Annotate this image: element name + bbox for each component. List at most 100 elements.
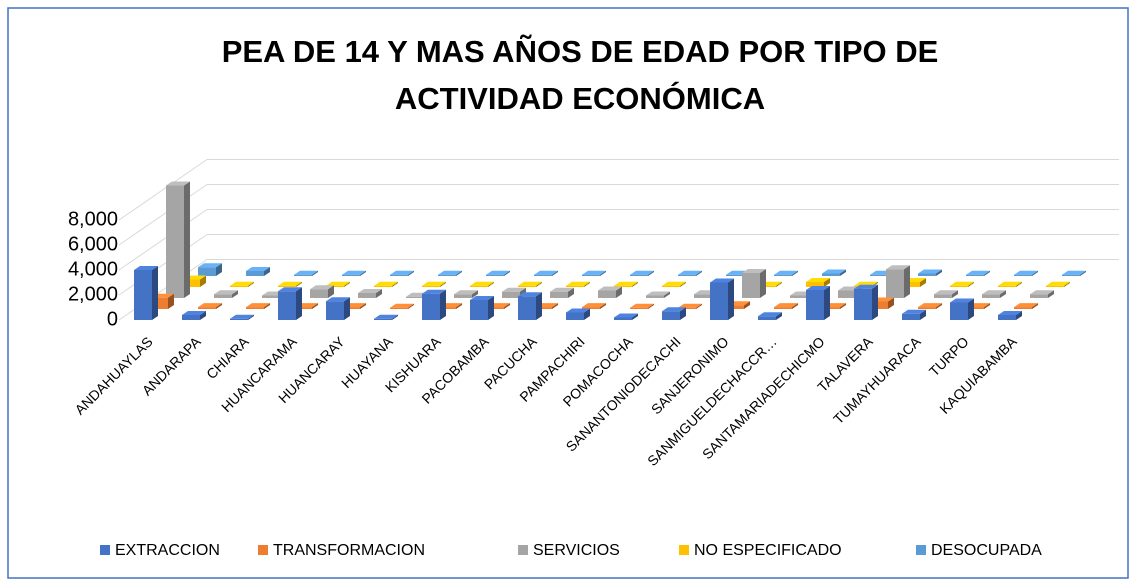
bar-front: [918, 273, 936, 276]
bar-side: [632, 281, 638, 287]
bar: [822, 269, 846, 276]
bar-front: [406, 296, 424, 298]
bar-top: [486, 270, 510, 275]
bar-top: [134, 266, 158, 270]
bar: [310, 285, 334, 298]
bar-side: [792, 303, 798, 309]
bar-top: [390, 270, 414, 275]
bar-front: [934, 294, 952, 298]
bar: [278, 281, 302, 287]
bar: [246, 267, 270, 276]
bar-top: [710, 278, 734, 283]
bar-top: [614, 313, 638, 318]
bar-front: [198, 307, 216, 309]
chart-title: PEA DE 14 Y MAS AÑOS DE EDAD POR TIPO DE…: [221, 34, 939, 116]
bar: [710, 278, 734, 320]
bar-top: [806, 286, 830, 290]
bar-top: [918, 303, 942, 308]
bar-side: [488, 296, 494, 320]
bar-top: [902, 309, 926, 314]
bar: [438, 270, 462, 276]
bar-side: [1000, 290, 1006, 298]
bar-side: [312, 303, 318, 309]
bar: [918, 269, 942, 276]
bar-front: [582, 274, 600, 276]
bar-front: [822, 273, 840, 276]
bar-front: [630, 274, 648, 276]
bar: [758, 312, 782, 320]
bar-front: [294, 274, 312, 276]
bar-side: [440, 281, 446, 287]
bar-side: [840, 269, 846, 276]
bar-side: [264, 267, 270, 276]
bar: [326, 297, 350, 320]
bar: [950, 281, 974, 287]
bar-top: [246, 303, 270, 308]
bar-front: [278, 285, 296, 287]
bar-front: [182, 279, 200, 287]
bar-front: [1014, 307, 1032, 309]
bar: [470, 281, 494, 287]
bar-front: [486, 274, 504, 276]
bar: [662, 281, 686, 287]
bar: [742, 269, 766, 298]
bar-side: [376, 289, 382, 298]
bar: [966, 270, 990, 276]
bar-front: [390, 307, 408, 309]
bar-side: [872, 284, 878, 320]
bar-top: [166, 181, 190, 186]
bar-front: [246, 271, 264, 276]
bar-front: [486, 307, 504, 309]
bar: [198, 303, 222, 309]
bar-front: [582, 307, 600, 309]
bar: [550, 287, 574, 298]
bar-front: [662, 311, 680, 320]
legend-swatch: [258, 545, 268, 555]
bar-side: [552, 303, 558, 309]
bar: [982, 290, 1006, 298]
bar-front: [662, 285, 680, 287]
bar-side: [776, 281, 782, 287]
bar: [854, 284, 878, 320]
bar-front: [758, 316, 776, 320]
bar-side: [1032, 303, 1038, 309]
bar-top: [966, 270, 990, 275]
bar: [246, 303, 270, 309]
bar: [630, 270, 654, 276]
bar-side: [1064, 281, 1070, 287]
bar-top: [886, 265, 910, 270]
bar: [342, 270, 366, 276]
bar-top: [470, 281, 494, 286]
bar-front: [230, 318, 248, 320]
bar: [1014, 303, 1038, 309]
bar-front: [774, 274, 792, 276]
bar-front: [310, 289, 328, 298]
bar-side: [824, 278, 830, 287]
bar: [630, 303, 654, 309]
bar: [646, 291, 670, 298]
bar-front: [838, 290, 856, 298]
bar-front: [566, 285, 584, 287]
bar-side: [168, 293, 174, 309]
bar-side: [200, 311, 206, 320]
bar-top: [1014, 270, 1038, 275]
bar-top: [774, 303, 798, 308]
bar: [582, 303, 606, 309]
bar-top: [390, 303, 414, 308]
bar-front: [342, 307, 360, 309]
bar-side: [216, 263, 222, 276]
bar-front: [854, 288, 872, 320]
bar-side: [680, 281, 686, 287]
bar-side: [968, 298, 974, 320]
bar-front: [422, 293, 440, 320]
bar-front: [918, 307, 936, 309]
bar-side: [296, 287, 302, 320]
bar: [134, 266, 158, 320]
bar-side: [552, 270, 558, 276]
bar: [390, 303, 414, 309]
bar-top: [374, 314, 398, 319]
bar-front: [518, 285, 536, 287]
bar-top: [1046, 281, 1070, 286]
y-tick-label: 4,000: [68, 258, 118, 280]
